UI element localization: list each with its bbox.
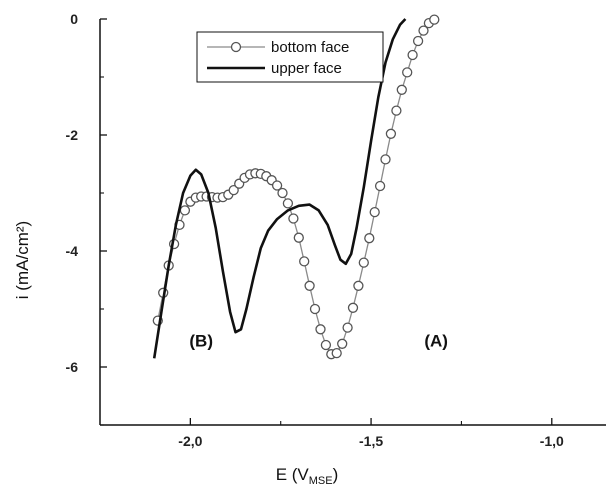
y-tick-label: -4 bbox=[66, 243, 79, 259]
series-upper-face-line bbox=[152, 18, 407, 359]
y-tick-label: -2 bbox=[66, 127, 79, 143]
bottom-face-point bbox=[293, 232, 304, 243]
bottom-face-point bbox=[369, 206, 380, 218]
bottom-face-point bbox=[407, 49, 418, 61]
y-tick-label: 0 bbox=[70, 11, 78, 27]
bottom-face-point bbox=[304, 280, 315, 291]
annotations-layer: (B) (A) bbox=[189, 332, 448, 351]
bottom-face-point bbox=[299, 256, 310, 267]
y-tick-label: -6 bbox=[66, 359, 79, 375]
bottom-face-point bbox=[402, 67, 413, 78]
y-axis-title: i (mA/cm²) bbox=[13, 221, 32, 299]
x-tick-label: -1,5 bbox=[359, 433, 383, 449]
bottom-face-point bbox=[391, 105, 402, 116]
legend: bottom face upper face bbox=[196, 31, 384, 83]
bottom-face-point bbox=[320, 339, 332, 351]
x-axis-title-close: ) bbox=[333, 465, 339, 484]
bottom-face-point bbox=[364, 233, 375, 244]
bottom-face-point bbox=[353, 280, 364, 291]
bottom-face-point bbox=[282, 198, 294, 209]
legend-bottom-face-marker bbox=[230, 41, 242, 53]
x-axis-title-main: E (V bbox=[276, 465, 310, 484]
bottom-face-point bbox=[228, 184, 239, 196]
x-axis-title-subscript: MSE bbox=[309, 475, 333, 487]
bottom-face-point bbox=[277, 187, 288, 199]
bottom-face-point bbox=[315, 324, 326, 335]
series-layer bbox=[152, 14, 440, 360]
bottom-face-point bbox=[309, 303, 321, 315]
bottom-face-point bbox=[418, 25, 429, 36]
bottom-face-point bbox=[385, 128, 397, 139]
axes-layer bbox=[99, 19, 606, 426]
legend-box bbox=[196, 31, 384, 83]
x-tick-label: -2,0 bbox=[178, 433, 202, 449]
bottom-face-point bbox=[271, 180, 283, 191]
x-tick-label: -1,0 bbox=[540, 433, 564, 449]
x-axis-title: E (VMSE) bbox=[276, 465, 339, 487]
bottom-face-point bbox=[374, 180, 386, 192]
bottom-face-point bbox=[342, 322, 353, 333]
bottom-face-point bbox=[412, 35, 424, 47]
bottom-face-point bbox=[331, 347, 342, 359]
legend-upper-face-label: upper face bbox=[271, 60, 342, 77]
bottom-face-point bbox=[337, 338, 348, 349]
bottom-face-point bbox=[179, 205, 191, 216]
bottom-face-point bbox=[396, 84, 407, 95]
bottom-face-point bbox=[347, 302, 359, 313]
bottom-face-point bbox=[429, 14, 440, 25]
bottom-face-point bbox=[288, 213, 299, 224]
bottom-face-point bbox=[380, 154, 391, 165]
legend-bottom-face-label: bottom face bbox=[271, 39, 349, 56]
annotation-label: (A) bbox=[424, 332, 448, 351]
annotation-label: (B) bbox=[189, 332, 213, 351]
bottom-face-point bbox=[358, 257, 369, 268]
